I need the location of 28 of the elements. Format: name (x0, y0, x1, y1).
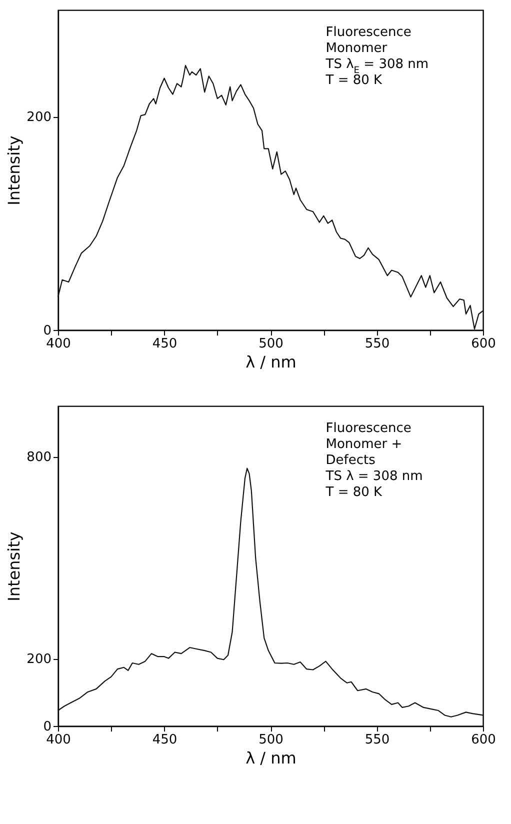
annotation: T = 80 K (324, 73, 383, 88)
line-series (57, 468, 484, 718)
x-tick-label: 450 (152, 336, 178, 352)
x-axis-title: λ / nm (246, 352, 296, 372)
y-tick-label: 200 (26, 110, 52, 126)
x-tick-label: 450 (152, 732, 178, 748)
annotation: Fluorescence (326, 25, 412, 40)
y-tick-label: 200 (26, 652, 52, 668)
y-axis-title: Intensity (4, 136, 24, 206)
x-tick-label: 500 (258, 336, 284, 352)
annotation: T = 80 K (324, 485, 383, 500)
annotation: Fluorescence (326, 421, 412, 436)
y-axis-title: Intensity (4, 532, 24, 602)
y-tick-label: 800 (26, 450, 52, 466)
x-tick-label: 400 (46, 336, 71, 352)
annotation: TS λ = 308 nm (324, 469, 423, 484)
x-tick-label: 550 (364, 732, 390, 748)
y-tick-label: 0 (43, 324, 52, 338)
x-tick-label: 550 (364, 336, 390, 352)
annotation: Monomer + (326, 437, 402, 452)
y-tick-label: 0 (43, 720, 52, 734)
x-axis-title: λ / nm (246, 748, 296, 768)
annotation: Monomer (326, 41, 388, 56)
x-tick-label: 600 (471, 336, 496, 352)
x-tick-label: 400 (46, 732, 71, 748)
x-tick-label: 500 (258, 732, 284, 748)
annotation: Defects (326, 453, 376, 468)
x-tick-label: 600 (471, 732, 496, 748)
